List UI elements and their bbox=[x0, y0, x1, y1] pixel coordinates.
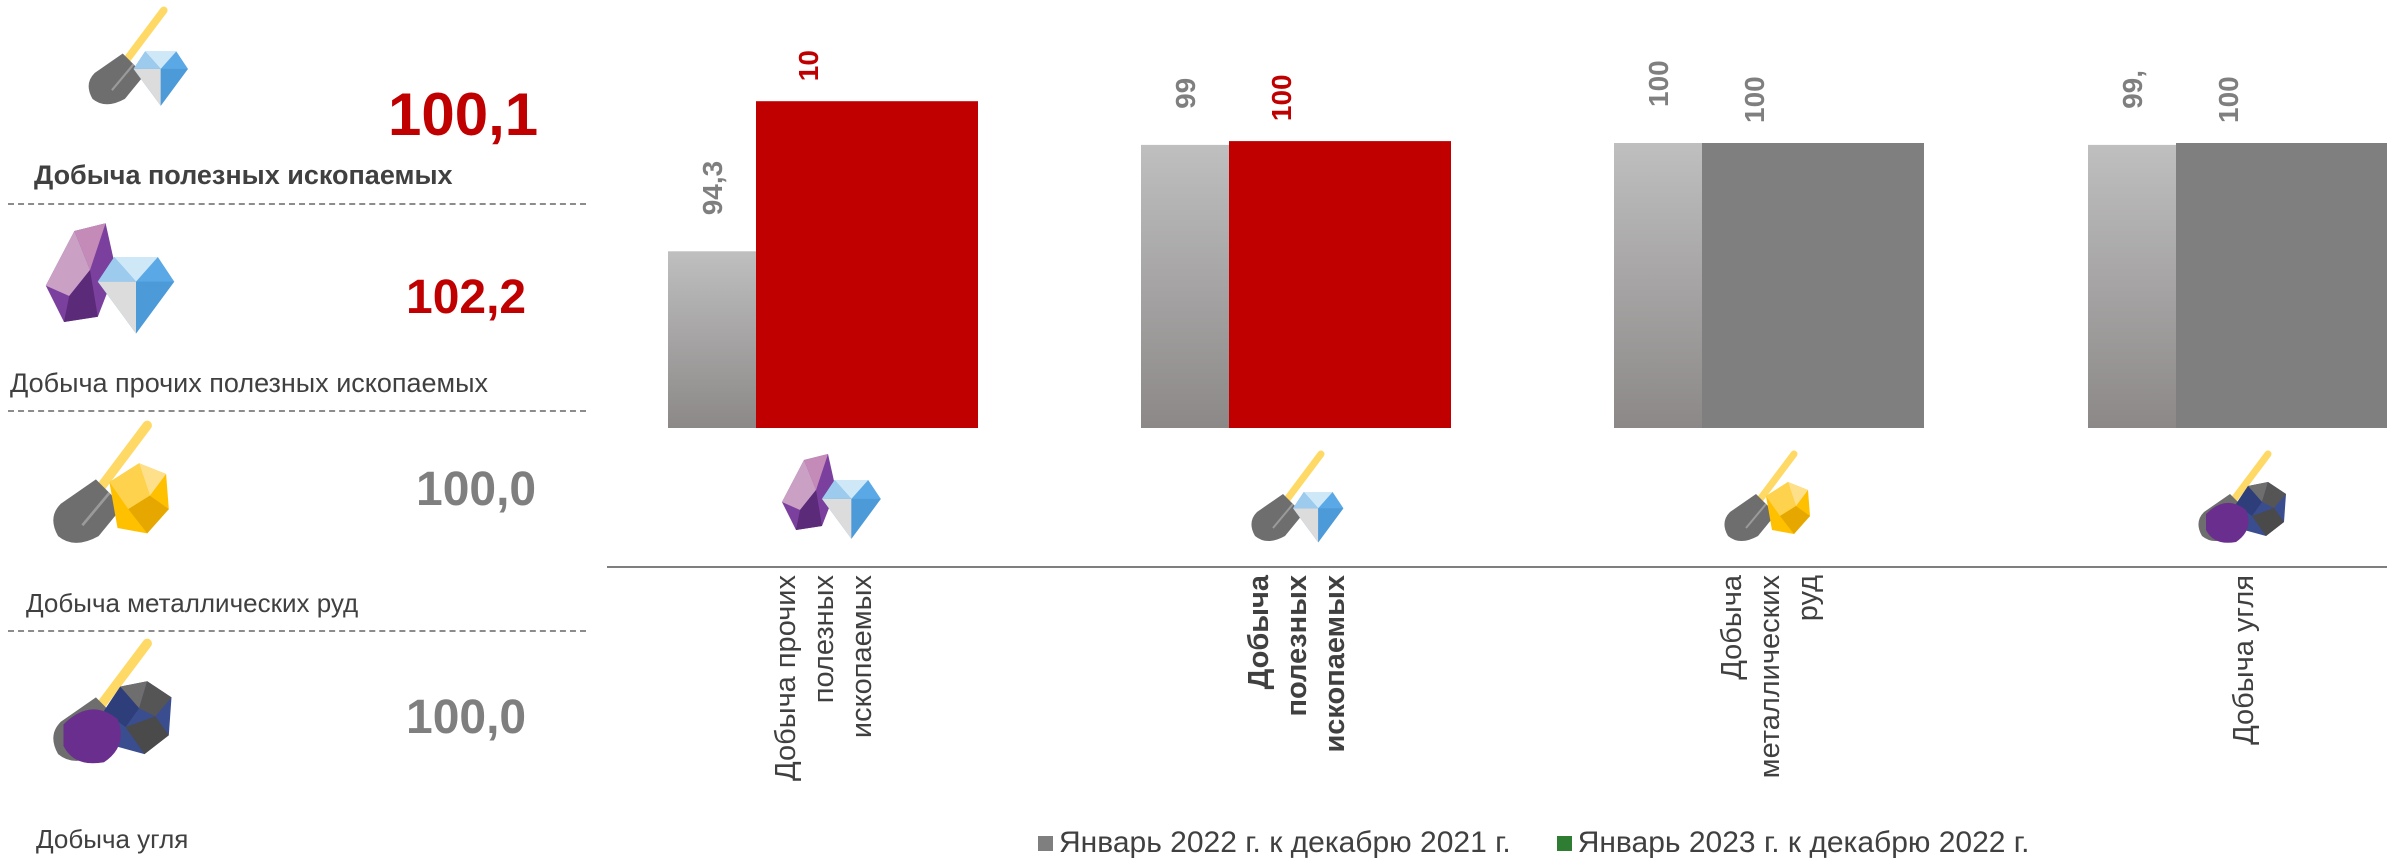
legend-entry-2022: Январь 2022 г. к декабрю 2021 г. bbox=[1038, 826, 1511, 860]
shovel-coal-icon bbox=[2198, 450, 2286, 543]
summary-separator bbox=[8, 203, 586, 205]
summary-separator bbox=[8, 410, 586, 412]
data-label-2023: 100 bbox=[2213, 76, 2244, 123]
data-label-2023: 100 bbox=[1266, 74, 1297, 121]
category-label: ископаемых bbox=[1319, 575, 1351, 753]
data-label-2023: 10 bbox=[793, 50, 824, 81]
bar-2022 bbox=[668, 251, 756, 428]
bar-2023 bbox=[1702, 143, 1924, 428]
shovel-diamond-icon bbox=[1251, 450, 1344, 543]
bar-2022 bbox=[1614, 143, 1702, 428]
data-label-2022: 99 bbox=[1170, 78, 1201, 109]
bar-2022 bbox=[2088, 144, 2176, 428]
shovel-coal-icon bbox=[53, 638, 172, 764]
legend-label-2023: Январь 2023 г. к декабрю 2022 г. bbox=[1577, 826, 2030, 859]
summary-value: 102,2 bbox=[406, 271, 527, 324]
summary-label: Добыча полезных ископаемых bbox=[34, 160, 453, 190]
bar-2023 bbox=[1229, 141, 1451, 428]
crystals-diamond-icon bbox=[782, 454, 881, 539]
summary-label: Добыча металлических руд bbox=[26, 588, 359, 618]
category-label: Добыча bbox=[1716, 574, 1748, 680]
summary-label: Добыча прочих полезных ископаемых bbox=[10, 368, 489, 398]
summary-separator bbox=[8, 630, 586, 632]
data-label-2022: 94,3 bbox=[697, 161, 728, 216]
summary-value: 100,1 bbox=[388, 81, 539, 148]
category-label: Добыча угля bbox=[2228, 575, 2260, 745]
legend-swatch-2022 bbox=[1038, 835, 1053, 851]
category-label: ископаемых bbox=[846, 575, 878, 739]
bar-2023 bbox=[756, 101, 978, 428]
shovel-gold-ore-icon bbox=[1724, 450, 1810, 541]
category-label: Добыча прочих bbox=[770, 575, 802, 781]
data-label-2022: 100 bbox=[1643, 60, 1674, 107]
bar-2022 bbox=[1141, 144, 1229, 428]
data-label-2023: 100 bbox=[1739, 76, 1770, 123]
legend-swatch-2023 bbox=[1556, 835, 1572, 851]
shovel-gold-ore-icon bbox=[53, 420, 169, 543]
legend-label-2022: Январь 2022 г. к декабрю 2021 г. bbox=[1059, 826, 1511, 859]
summary-value: 100,0 bbox=[406, 691, 527, 744]
category-label: полезных bbox=[1281, 575, 1313, 717]
crystals-diamond-icon bbox=[45, 223, 175, 334]
data-label-2022: 99, bbox=[2117, 70, 2148, 109]
summary-icons bbox=[45, 6, 188, 764]
category-label: руд bbox=[1792, 575, 1824, 621]
category-label: Добыча bbox=[1243, 574, 1275, 689]
legend-entry-2023: Январь 2023 г. к декабрю 2022 г. bbox=[1556, 826, 2030, 860]
summary-label: Добыча угля bbox=[36, 824, 189, 854]
category-label: полезных bbox=[808, 575, 840, 704]
bar-2023 bbox=[2176, 143, 2387, 428]
category-label: металлических bbox=[1754, 575, 1786, 779]
chart-legend: Январь 2022 г. к декабрю 2021 г. Январь … bbox=[1038, 826, 2029, 860]
summary-value: 100,0 bbox=[416, 463, 537, 516]
